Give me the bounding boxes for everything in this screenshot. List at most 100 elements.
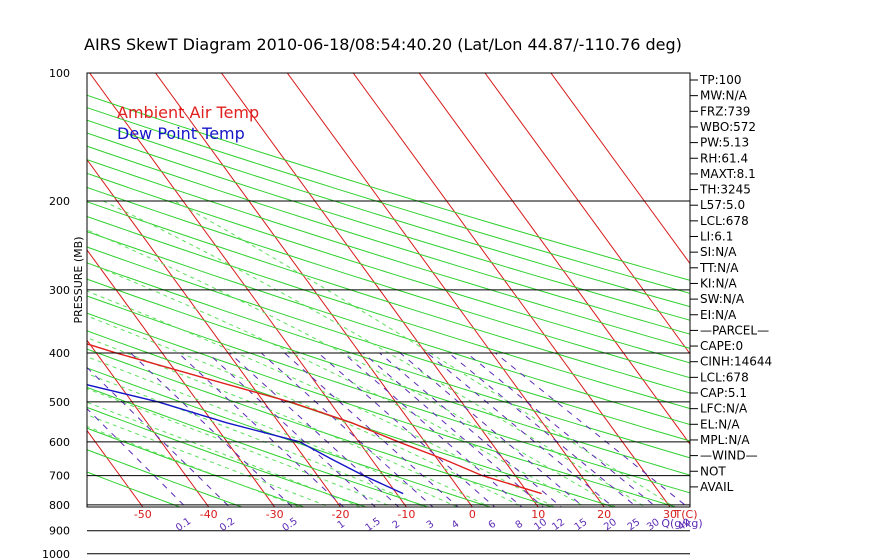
dry-adiabat-line <box>87 406 368 507</box>
isotherm-line <box>550 73 690 265</box>
isotherm-line <box>87 249 276 507</box>
bottom-temp-tick-label: 30 <box>663 508 677 521</box>
isotherm-line <box>0 38 53 560</box>
mixing-ratio-tick-label: 0.1 <box>174 516 193 534</box>
index-value: MPL:N/A <box>700 433 750 447</box>
index-value: NOT <box>700 464 726 478</box>
mixing-ratio-line <box>284 352 459 507</box>
moist-adiabat-line <box>87 315 524 507</box>
isotherm-line <box>484 73 690 355</box>
plot-area <box>0 38 690 560</box>
isotherm-line <box>87 158 342 507</box>
dry-adiabat-line <box>87 278 690 476</box>
isotherm-line <box>352 73 671 507</box>
mixing-ratio-lines <box>87 352 689 507</box>
dry-adiabat-line <box>87 94 690 281</box>
index-value: FRZ:739 <box>700 104 750 118</box>
dry-adiabat-line <box>87 215 690 410</box>
index-value: PW:5.13 <box>700 136 749 150</box>
pressure-tick-label: 300 <box>49 284 70 297</box>
sounding-series <box>87 343 542 495</box>
dry-adiabat-line <box>87 262 690 459</box>
ambient-temp-line <box>87 343 542 495</box>
mixing-ratio-line <box>87 366 231 507</box>
mixing-ratio-tick-label: 6 <box>487 519 499 532</box>
mixing-ratio-line <box>317 352 496 507</box>
dry-adiabat-line <box>87 201 690 394</box>
pressure-tick-label: 200 <box>49 195 70 208</box>
isotherm-line <box>418 73 690 445</box>
mixing-ratio-tick-label: 8 <box>514 519 526 532</box>
pressure-tick-label: 800 <box>49 499 70 512</box>
bottom-temp-tick-label: -10 <box>397 508 415 521</box>
bottom-temp-tick-label: 10 <box>531 508 545 521</box>
plot-frame <box>86 72 691 508</box>
pressure-tick-label: 500 <box>49 396 70 409</box>
mixing-ratio-tick-label: 3 <box>425 519 437 532</box>
moist-adiabat-line <box>87 337 492 507</box>
mixing-ratio-line <box>87 408 187 507</box>
isotherm-lines <box>0 38 690 560</box>
index-value: LFC:N/A <box>700 402 748 416</box>
isotherm-line <box>89 73 408 507</box>
bottom-temp-axis: -50 -40 -30 -20 -10 0 10 20 30T(C) <box>134 508 698 521</box>
isotherm-line <box>286 73 605 507</box>
temp-axis-label: T(C) <box>674 508 698 521</box>
bottom-temp-tick-label: 0 <box>469 508 476 521</box>
index-value: KI:N/A <box>700 276 737 290</box>
pressure-tick-label: 700 <box>49 470 70 483</box>
mixing-ratio-line <box>379 352 562 507</box>
index-value: WBO:572 <box>700 120 756 134</box>
index-value: L57:5.0 <box>700 198 745 212</box>
mixing-ratio-line <box>466 352 657 507</box>
bottom-temp-tick-label: -20 <box>332 508 350 521</box>
dry-adiabat-lines <box>87 94 690 507</box>
dry-adiabat-line <box>87 172 690 364</box>
index-value: EL:N/A <box>700 417 740 431</box>
pressure-axis-label: PRESSURE (MB) <box>72 237 85 324</box>
mixing-ratio-tick-label: 1.5 <box>363 516 382 534</box>
index-value: SI:N/A <box>700 245 737 259</box>
dry-adiabat-line <box>87 145 690 335</box>
index-value: TH:3245 <box>699 183 751 197</box>
dry-adiabat-line <box>87 386 430 507</box>
mixing-ratio-axis-label: Q(g/kg) <box>661 517 702 530</box>
moist-adiabat-line <box>87 290 556 507</box>
index-value: TT:N/A <box>699 261 739 275</box>
pressure-tick-label: 1000 <box>42 548 70 560</box>
dry-adiabat-line <box>87 186 690 379</box>
mixing-ratio-line <box>130 352 293 507</box>
dew-point-line <box>87 384 404 495</box>
bottom-temp-tick-label: -50 <box>134 508 152 521</box>
mixing-ratio-tick-label: 0.2 <box>218 516 237 534</box>
dry-adiabat-line <box>87 427 306 507</box>
index-value: CINH:14644 <box>700 355 772 369</box>
mixing-ratio-line <box>426 352 614 507</box>
pressure-tick-label: 100 <box>49 67 70 80</box>
mixing-ratio-line <box>342 352 523 507</box>
dry-adiabat-line <box>87 230 690 426</box>
dry-adiabat-line <box>87 367 492 507</box>
dry-adiabat-line <box>87 246 690 442</box>
index-value: —PARCEL— <box>700 323 769 337</box>
dry-adiabat-line <box>87 312 678 507</box>
dry-adiabat-line <box>87 107 690 294</box>
moist-adiabat-lines <box>87 200 676 507</box>
chart-title: AIRS SkewT Diagram 2010-06-18/08:54:40.2… <box>84 35 682 54</box>
isobar-lines <box>87 200 690 555</box>
index-value: MW:N/A <box>700 89 748 103</box>
index-value: TP:100 <box>699 73 742 87</box>
index-value: EI:N/A <box>700 308 737 322</box>
bottom-temp-tick-label: -40 <box>200 508 218 521</box>
isotherm-line <box>87 339 210 507</box>
dry-adiabat-line <box>87 119 690 308</box>
moist-adiabat-line <box>87 401 362 507</box>
mixing-ratio-line <box>229 352 400 507</box>
moist-adiabat-line <box>103 200 647 507</box>
index-value: LCL:678 <box>700 214 749 228</box>
dry-adiabat-line <box>87 159 690 349</box>
mixing-ratio-line <box>448 352 638 507</box>
moist-adiabat-line <box>87 261 587 507</box>
index-value: CAP:5.1 <box>700 386 747 400</box>
